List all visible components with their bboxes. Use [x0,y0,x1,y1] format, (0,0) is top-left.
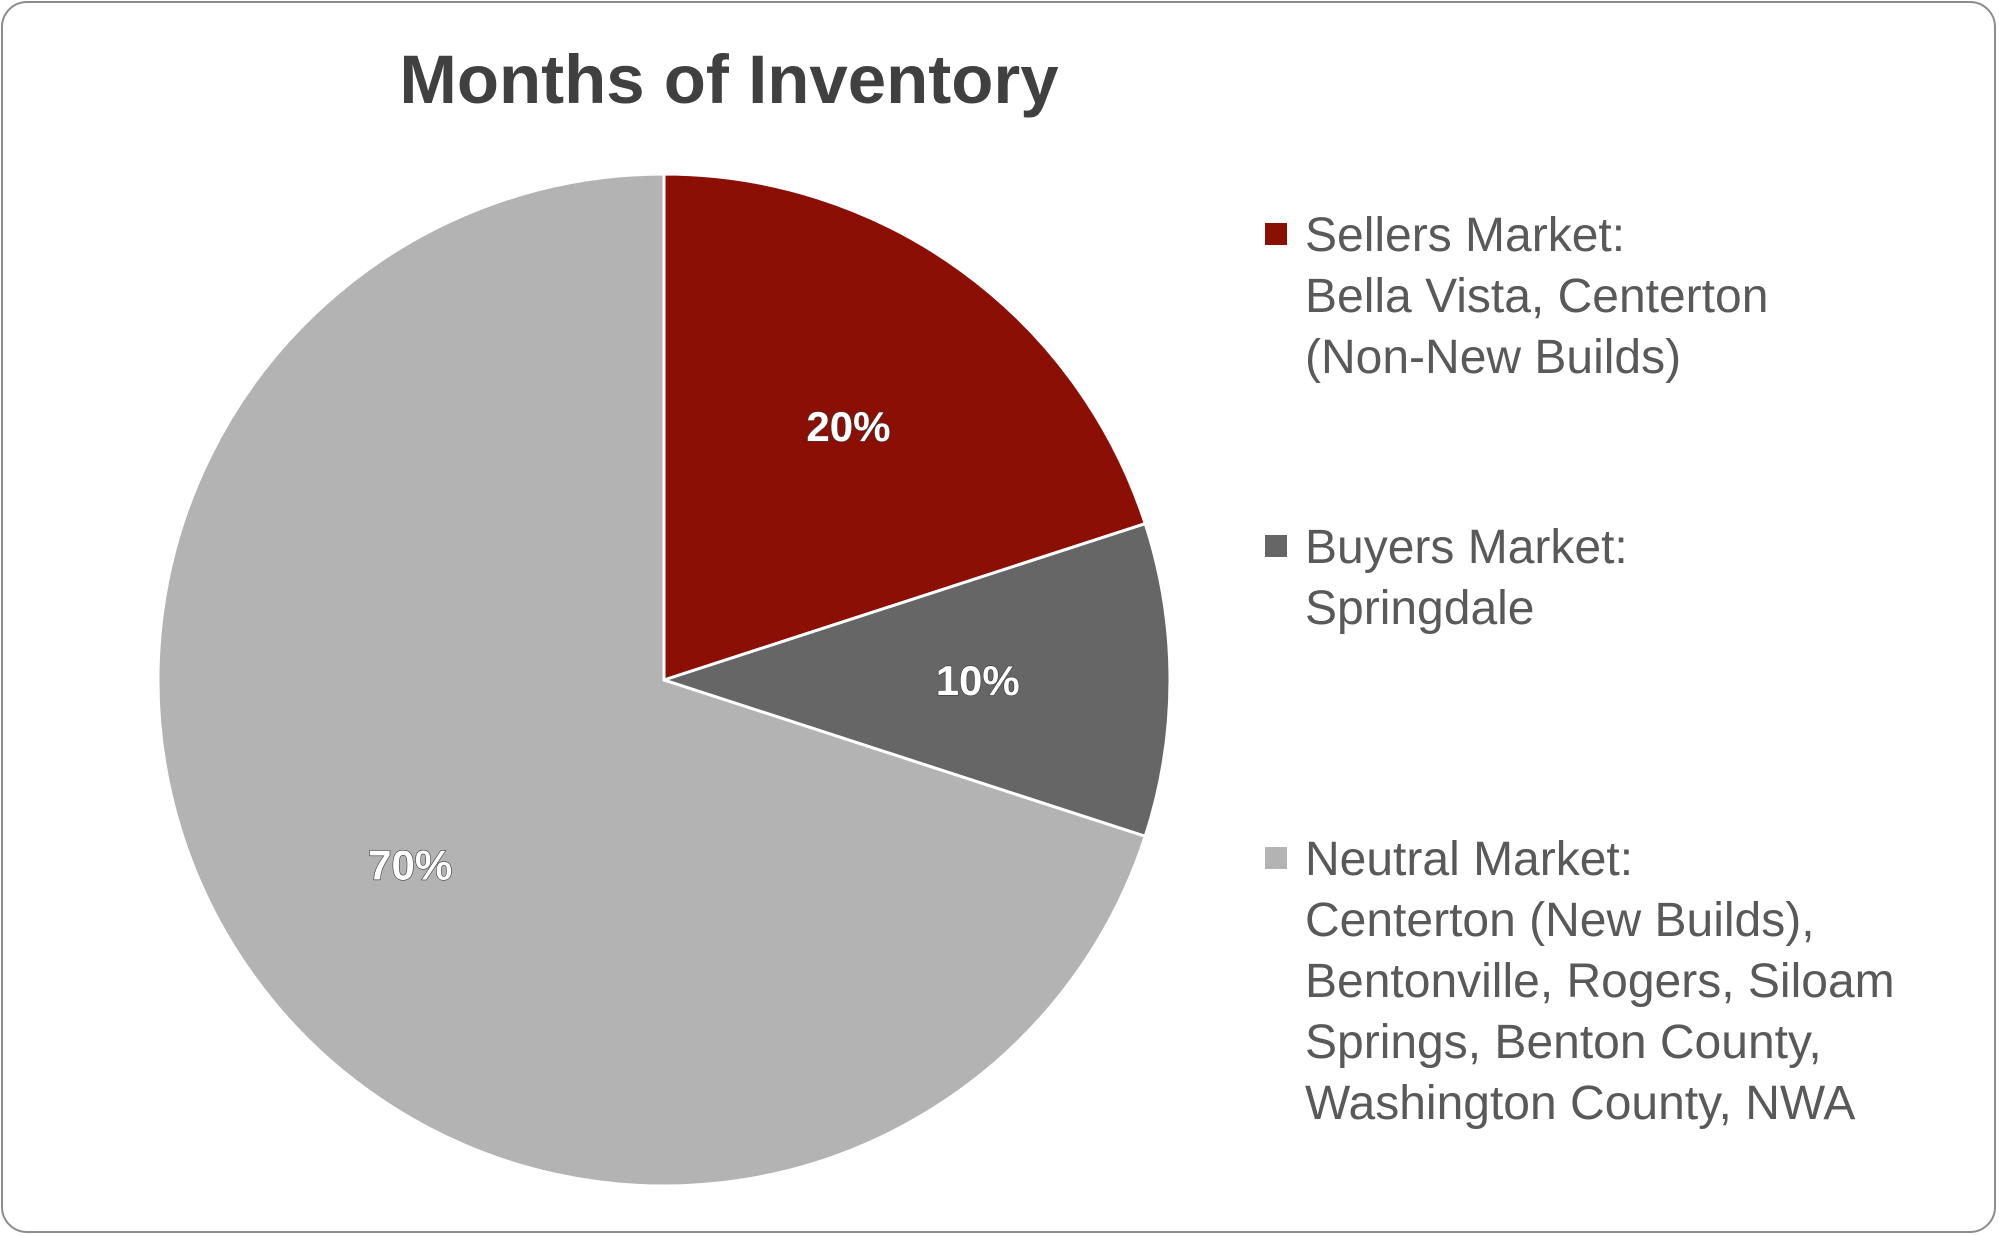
data-label-0: 20% [806,403,890,450]
pie-slices [156,172,1172,1188]
legend-detail-0-0: Bella Vista, Centerton [1305,270,1768,323]
legend-swatch-2 [1265,847,1287,869]
legend-swatch-1 [1265,535,1287,557]
legend-detail-2-0: Centerton (New Builds), [1305,894,1815,947]
legend-detail-1-0: Springdale [1305,582,1535,635]
pie-slice-2 [156,172,1148,1188]
data-label-2: 70% [368,841,452,888]
legend-label-2: Neutral Market: [1305,833,1633,886]
chart-title: Months of Inventory [399,41,1058,118]
legend: Sellers Market: Bella Vista, Centerton (N… [1265,209,1895,1130]
pie-slice-1 [659,521,1172,839]
legend-detail-2-1: Bentonville, Rogers, Siloam [1305,955,1895,1008]
legend-detail-2-3: Washington County, NWA [1305,1077,1855,1130]
data-label-1: 10% [936,657,1020,704]
pie-slice-0 [662,172,1148,683]
legend-detail-2-2: Springs, Benton County, [1305,1016,1822,1069]
pie-chart: Months of Inventory 20% 10% 70% Sellers Ma… [156,41,1895,1188]
pie-data-labels: 20% 10% 70% [368,403,1021,889]
legend-detail-0-1: (Non-New Builds) [1305,331,1681,384]
legend-swatch-0 [1265,223,1287,245]
legend-label-1: Buyers Market: [1305,521,1628,574]
legend-label-0: Sellers Market: [1305,209,1625,262]
